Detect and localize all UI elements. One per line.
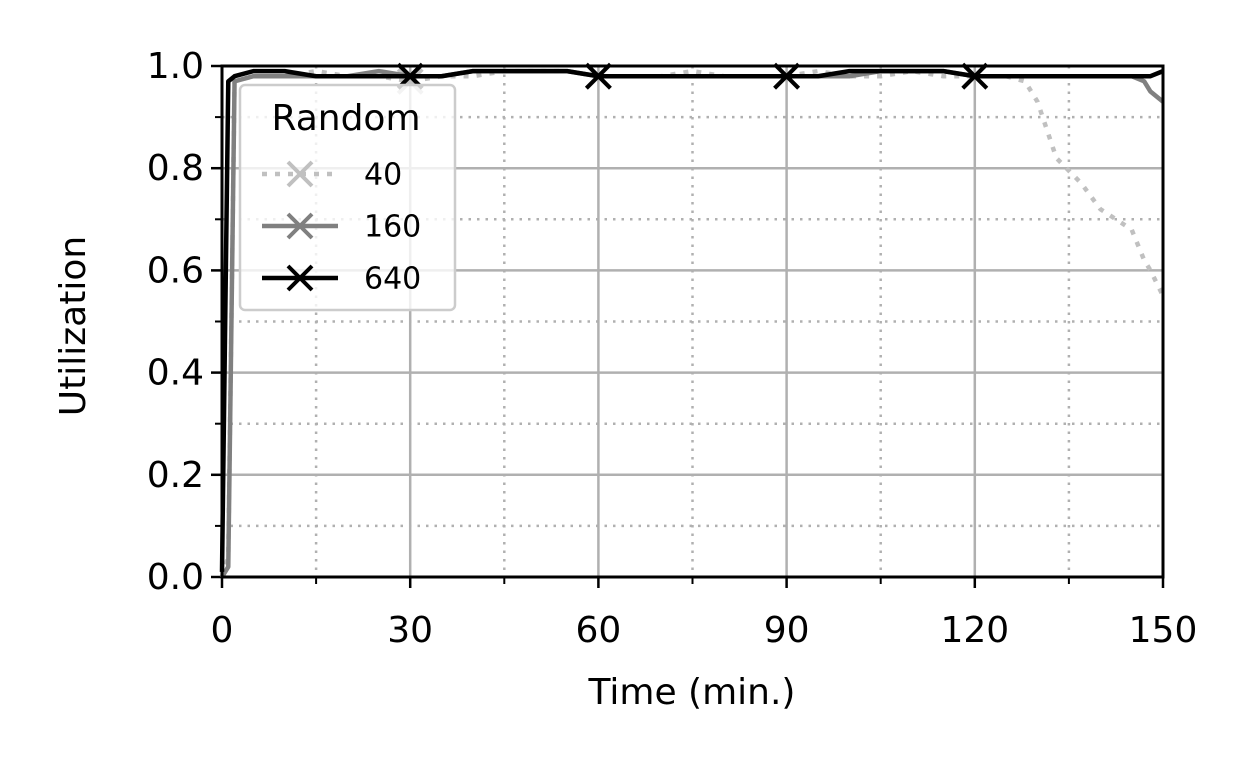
- y-tick-label: 0.0: [147, 557, 204, 598]
- legend-marker: [286, 160, 314, 188]
- y-tick-label: 0.2: [147, 455, 204, 496]
- y-tick-label: 1.0: [147, 46, 204, 87]
- plot-frame: [220, 64, 1165, 579]
- legend-title: Random: [271, 98, 420, 139]
- x-tick-label: 150: [1129, 610, 1198, 651]
- legend-label: 160: [364, 210, 421, 245]
- y-tick-label: 0.6: [147, 250, 204, 291]
- y-axis-label: Utilization: [53, 236, 94, 416]
- x-axis-label: Time (min.): [588, 672, 796, 713]
- legend-label: 640: [364, 262, 421, 297]
- marker: [961, 62, 989, 90]
- x-tick-label: 60: [575, 610, 621, 651]
- series-line: [219, 68, 1164, 572]
- marker-stroke: [286, 264, 314, 292]
- marker: [773, 62, 801, 90]
- marker-stroke: [584, 62, 612, 90]
- y-tick-label: 0.4: [147, 353, 204, 394]
- x-tick-label: 90: [764, 610, 810, 651]
- legend-box: [238, 83, 457, 312]
- legend-label: 40: [364, 158, 402, 193]
- legend-marker: [286, 212, 314, 240]
- marker-stroke: [286, 160, 314, 188]
- marker-stroke: [773, 62, 801, 90]
- marker: [584, 62, 612, 90]
- x-tick-label: 30: [387, 610, 433, 651]
- marker-stroke: [961, 62, 989, 90]
- x-tick-label: 0: [211, 610, 234, 651]
- x-tick-label: 120: [940, 610, 1009, 651]
- y-tick-label: 0.8: [147, 148, 204, 189]
- legend-marker: [286, 264, 314, 292]
- marker-stroke: [286, 212, 314, 240]
